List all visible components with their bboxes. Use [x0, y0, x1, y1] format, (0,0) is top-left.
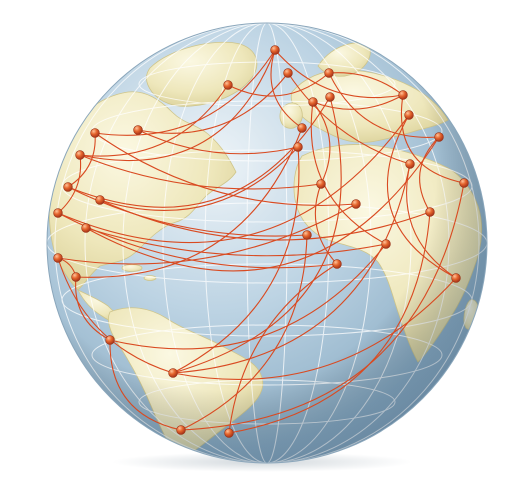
network-node: [434, 132, 444, 142]
network-node: [168, 368, 178, 378]
network-route-arc: [228, 211, 431, 434]
network-route-arc: [180, 234, 308, 431]
network-route-arc: [57, 154, 82, 214]
network-node: [270, 45, 280, 55]
network-node: [308, 97, 318, 107]
network-node: [95, 195, 105, 205]
network-route-arc: [270, 49, 303, 129]
network-route-arc: [99, 146, 299, 211]
network-routes: [57, 49, 465, 434]
network-node: [324, 68, 334, 78]
network-node: [293, 142, 303, 152]
network-route-arc: [85, 136, 440, 272]
network-node: [223, 80, 233, 90]
network-node: [302, 230, 312, 240]
network-route-arc: [57, 203, 357, 265]
network-route-arc: [228, 263, 338, 434]
network-route-arc: [79, 49, 276, 162]
network-route-arc: [57, 257, 174, 374]
network-route-arc: [406, 163, 457, 279]
network-route-arc: [314, 183, 338, 265]
network-node: [451, 273, 461, 283]
network-route-arc: [312, 94, 404, 110]
network-node: [283, 68, 293, 78]
network-route-arc: [79, 84, 229, 157]
network-route-arc: [172, 146, 300, 374]
network-node: [459, 178, 469, 188]
network-route-arc: [172, 163, 411, 374]
network-node: [53, 253, 63, 263]
network-node: [81, 223, 91, 233]
network-node: [351, 199, 361, 209]
network-route-arc: [287, 72, 411, 165]
network-route-arc: [400, 94, 465, 184]
network-route-arc: [99, 199, 431, 241]
network-node: [90, 128, 100, 138]
network-route-arc: [79, 154, 322, 190]
network-node: [63, 182, 73, 192]
network-route-arc: [312, 101, 331, 185]
network-route-arc: [137, 129, 299, 155]
network-node: [425, 207, 435, 217]
network-route-arc: [67, 96, 331, 208]
network-node: [332, 259, 342, 269]
network-node: [325, 92, 335, 102]
network-node: [224, 428, 234, 438]
globe-outline: [46, 22, 488, 464]
network-route-arc: [94, 132, 357, 206]
network-route-arc: [57, 114, 410, 244]
network-node: [71, 272, 81, 282]
network-route-arc: [67, 132, 96, 188]
network-route-arc: [419, 136, 440, 213]
network-route-arc: [227, 72, 330, 97]
network-node: [381, 239, 391, 249]
network-nodes: [53, 45, 469, 438]
network-node: [398, 90, 408, 100]
network-node: [297, 123, 307, 133]
network-node: [105, 335, 115, 345]
network-node: [133, 125, 143, 135]
network-route-arc: [137, 72, 289, 134]
network-node: [404, 110, 414, 120]
network-node: [176, 425, 186, 435]
network-route-arc: [172, 277, 457, 380]
network-route-arc: [172, 96, 342, 374]
network-node: [75, 150, 85, 160]
network-node: [316, 179, 326, 189]
network-route-arc: [328, 72, 404, 96]
network-node: [53, 208, 63, 218]
network-route-arc: [75, 276, 111, 341]
network-route-arc: [109, 339, 182, 431]
network-route-arc: [328, 72, 440, 138]
network-node: [405, 159, 415, 169]
network-route-arc: [85, 227, 387, 257]
network-route-arc: [75, 127, 303, 278]
network-route-arc: [387, 114, 457, 279]
network-route-arc: [274, 49, 404, 99]
